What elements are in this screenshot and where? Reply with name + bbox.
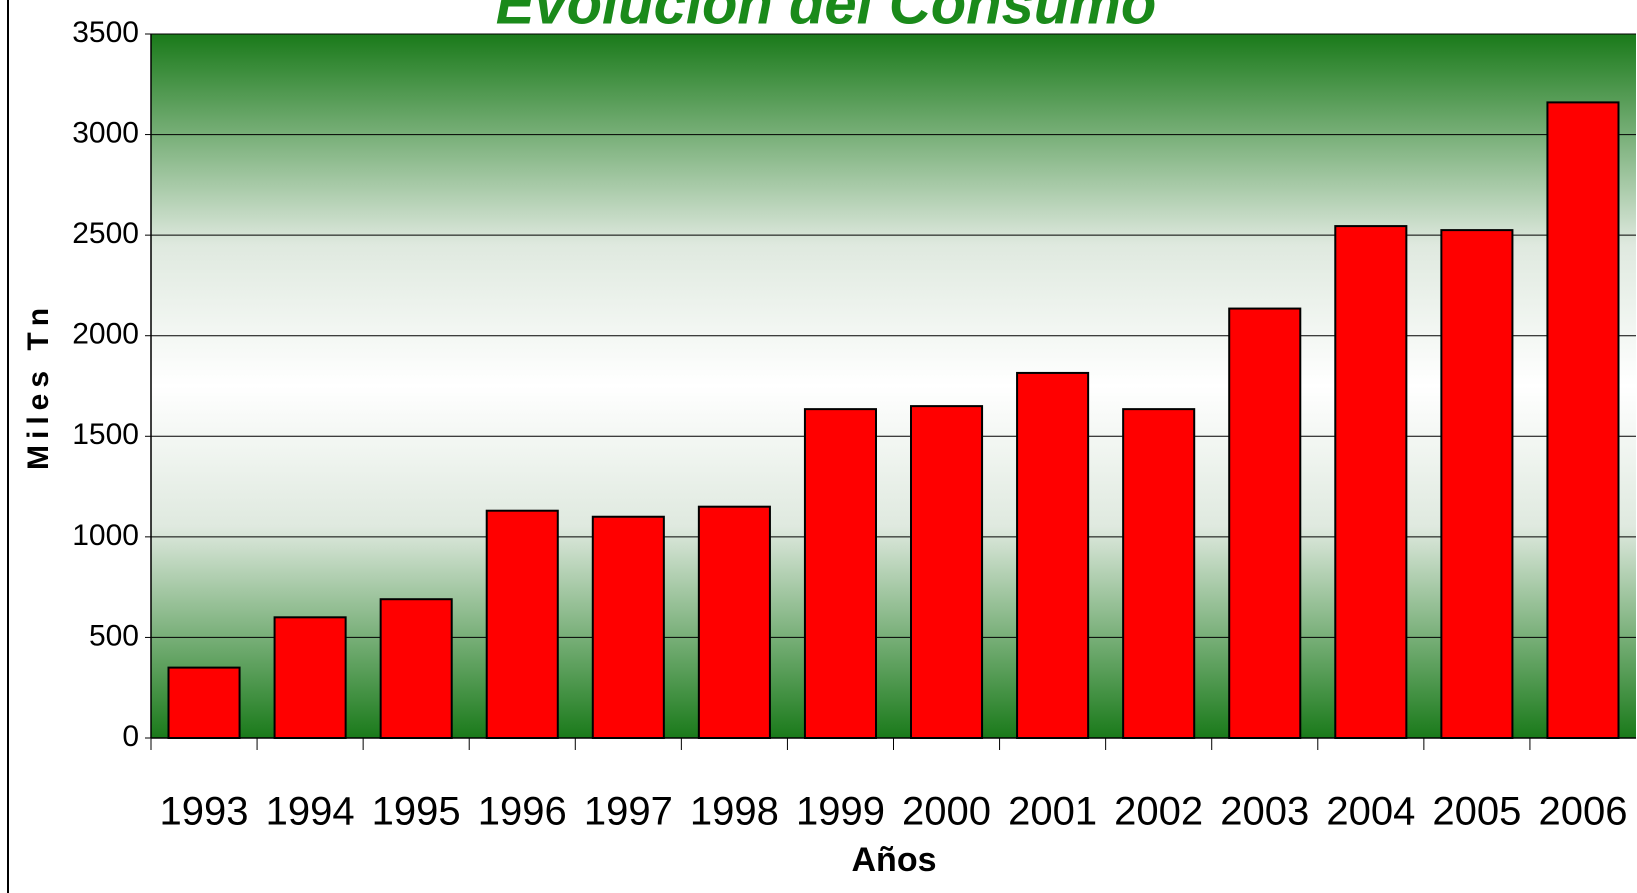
x-tick-label: 2003 — [1220, 790, 1309, 834]
bar — [1122, 408, 1196, 739]
y-tick-label: 500 — [89, 619, 139, 652]
y-tick-label: 0 — [122, 720, 139, 753]
bar — [273, 616, 347, 739]
x-tick-label: 2000 — [902, 790, 991, 834]
bar — [379, 598, 453, 739]
y-tick-label: 1000 — [72, 519, 139, 552]
y-tick-label: 3500 — [72, 16, 139, 49]
y-tick-label: 2500 — [72, 217, 139, 250]
x-tick-label: 1999 — [796, 790, 885, 834]
x-tick-label: 1996 — [478, 790, 567, 834]
x-tick-label: 2004 — [1326, 790, 1415, 834]
x-tick-label: 1995 — [372, 790, 461, 834]
bar — [1546, 101, 1620, 740]
x-axis-label: Años — [852, 841, 937, 879]
x-tick-label: 2002 — [1114, 790, 1203, 834]
plot-area — [151, 34, 1636, 738]
bar — [697, 505, 771, 739]
x-tick-label: 2006 — [1538, 790, 1627, 834]
chart-title: Evolución del Consumo — [496, 0, 1157, 36]
y-axis-label: Miles Tn — [22, 302, 55, 470]
bar — [1334, 225, 1408, 739]
bar — [910, 405, 984, 739]
y-tick-label: 2000 — [72, 318, 139, 351]
y-tick-label: 1500 — [72, 418, 139, 451]
x-tick-label: 1997 — [584, 790, 673, 834]
bar — [803, 408, 877, 739]
x-tick-label: 1993 — [160, 790, 249, 834]
bar — [591, 515, 665, 739]
bar — [1228, 307, 1302, 739]
bar — [485, 509, 559, 739]
bar — [167, 666, 241, 739]
x-tick-label: 1994 — [266, 790, 355, 834]
x-tick-label: 2005 — [1432, 790, 1521, 834]
bar — [1440, 229, 1514, 739]
x-tick-label: 2001 — [1008, 790, 1097, 834]
x-tick-label: 1998 — [690, 790, 779, 834]
y-tick-label: 3000 — [72, 116, 139, 149]
bar — [1016, 371, 1090, 739]
